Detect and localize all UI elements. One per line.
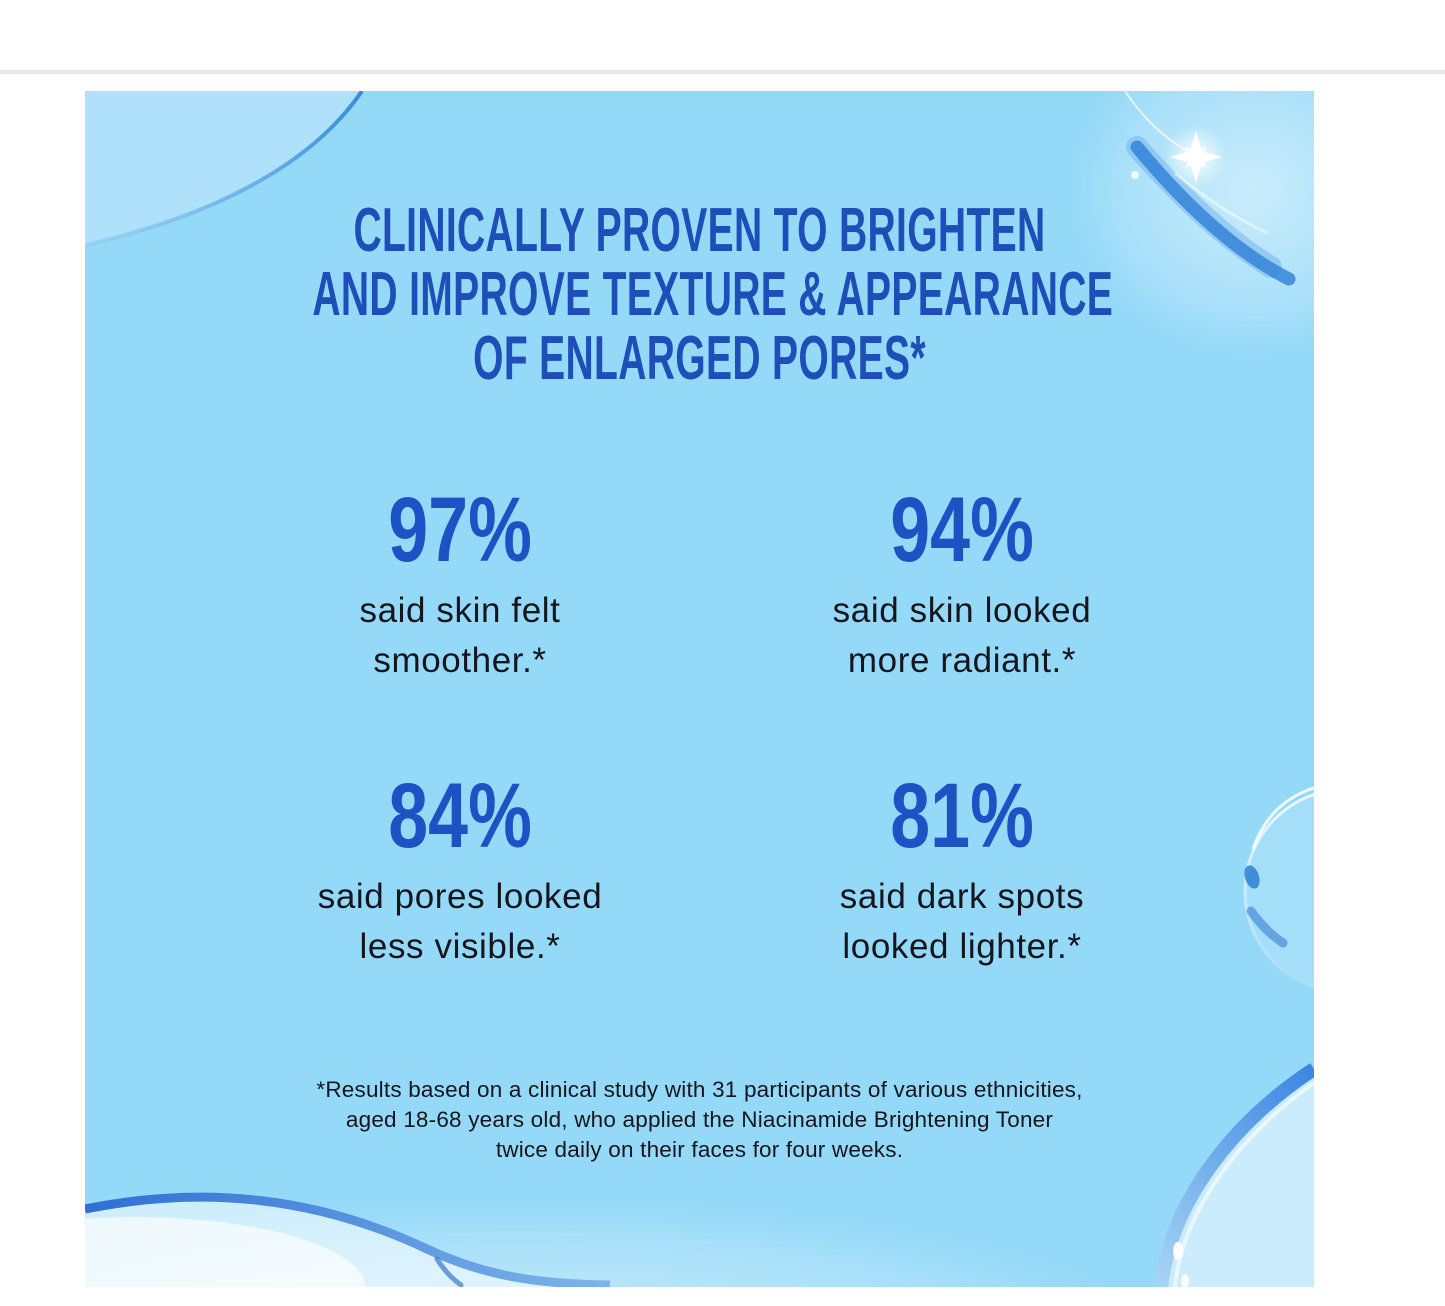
stat-pores-less-visible: 84% said pores looked less visible.* — [209, 766, 711, 972]
bubble-right-graphic — [1243, 786, 1314, 990]
stat-skin-radiant: 94% said skin looked more radiant.* — [711, 480, 1213, 686]
footnote-line-2: aged 18-68 years old, who applied the Ni… — [345, 1107, 1054, 1132]
headline: CLINICALLY PROVEN TO BRIGHTEN AND IMPROV… — [85, 91, 1314, 391]
headline-line-1: CLINICALLY PROVEN TO BRIGHTEN — [353, 196, 1046, 265]
stats-grid: 97% said skin felt smoother.* 94% said s… — [85, 480, 1314, 972]
water-bubble-decorations — [85, 91, 1314, 1287]
stat-value: 97% — [388, 479, 532, 581]
headline-line-3: OF ENLARGED PORES* — [473, 324, 926, 393]
footnote-line-3: twice daily on their faces for four week… — [495, 1137, 904, 1162]
bubble-bottom-right-graphic — [1154, 1063, 1314, 1287]
droplet-top-right-graphic — [1070, 91, 1314, 356]
stat-value: 94% — [890, 479, 1034, 581]
stat-value: 84% — [388, 765, 532, 867]
clinical-results-infographic: CLINICALLY PROVEN TO BRIGHTEN AND IMPROV… — [85, 91, 1314, 1287]
stat-label: said skin looked more radiant.* — [832, 591, 1092, 680]
stat-label: said pores looked less visible.* — [317, 877, 603, 966]
stat-skin-smoother: 97% said skin felt smoother.* — [209, 480, 711, 686]
wave-bottom-left-graphic — [85, 1192, 1116, 1287]
infographic-content: CLINICALLY PROVEN TO BRIGHTEN AND IMPROV… — [85, 91, 1314, 1287]
page-header-whitespace — [0, 0, 1445, 74]
sparkle-icon — [1164, 125, 1228, 189]
bubble-top-left-graphic — [85, 91, 364, 247]
stat-dark-spots-lighter: 81% said dark spots looked lighter.* — [711, 766, 1213, 972]
stat-label: said skin felt smoother.* — [359, 591, 561, 680]
stat-value: 81% — [890, 765, 1034, 867]
headline-line-2: AND IMPROVE TEXTURE & APPEARANCE — [312, 260, 1114, 329]
study-footnote: *Results based on a clinical study with … — [85, 1075, 1314, 1165]
footnote-line-1: *Results based on a clinical study with … — [316, 1077, 1083, 1102]
stat-label: said dark spots looked lighter.* — [839, 877, 1085, 966]
